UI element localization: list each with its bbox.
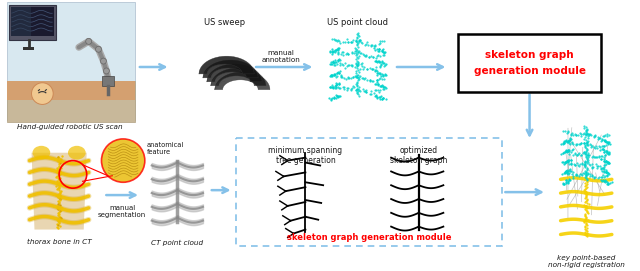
Text: skeleton graph: skeleton graph xyxy=(485,50,574,60)
Text: minimum spanning
tree generation: minimum spanning tree generation xyxy=(268,146,342,165)
Bar xyxy=(7,81,135,101)
Bar xyxy=(22,47,35,50)
Ellipse shape xyxy=(33,146,51,160)
Text: key point-based
non-rigid registration: key point-based non-rigid registration xyxy=(548,255,625,268)
Circle shape xyxy=(104,68,109,74)
Text: manual
segmentation: manual segmentation xyxy=(98,205,147,218)
Circle shape xyxy=(95,46,102,52)
Polygon shape xyxy=(199,56,254,74)
Text: CT point cloud: CT point cloud xyxy=(151,239,204,246)
Circle shape xyxy=(31,83,53,104)
Bar xyxy=(11,7,54,37)
Polygon shape xyxy=(211,68,266,86)
Ellipse shape xyxy=(68,146,86,160)
Polygon shape xyxy=(215,72,270,90)
Text: thorax bone in CT: thorax bone in CT xyxy=(27,239,92,246)
Bar xyxy=(7,81,135,122)
Bar xyxy=(102,76,115,86)
Text: anatomical
feature: anatomical feature xyxy=(147,142,184,155)
Circle shape xyxy=(102,139,145,182)
Bar xyxy=(11,7,31,37)
Bar xyxy=(9,5,56,40)
Text: generation module: generation module xyxy=(474,66,586,76)
Bar xyxy=(236,138,502,246)
Text: skeleton graph generation module: skeleton graph generation module xyxy=(287,233,452,242)
Circle shape xyxy=(100,58,106,64)
Polygon shape xyxy=(31,153,86,230)
Polygon shape xyxy=(207,64,262,82)
Text: Hand-guided robotic US scan: Hand-guided robotic US scan xyxy=(17,124,123,130)
Bar xyxy=(7,2,135,120)
Text: US sweep: US sweep xyxy=(204,18,245,27)
Polygon shape xyxy=(203,60,258,78)
Text: US point cloud: US point cloud xyxy=(327,18,388,27)
Bar xyxy=(458,34,601,92)
Circle shape xyxy=(86,38,92,44)
Text: manual
annotation: manual annotation xyxy=(261,50,300,63)
Text: optimized
skeleton graph: optimized skeleton graph xyxy=(390,146,447,165)
